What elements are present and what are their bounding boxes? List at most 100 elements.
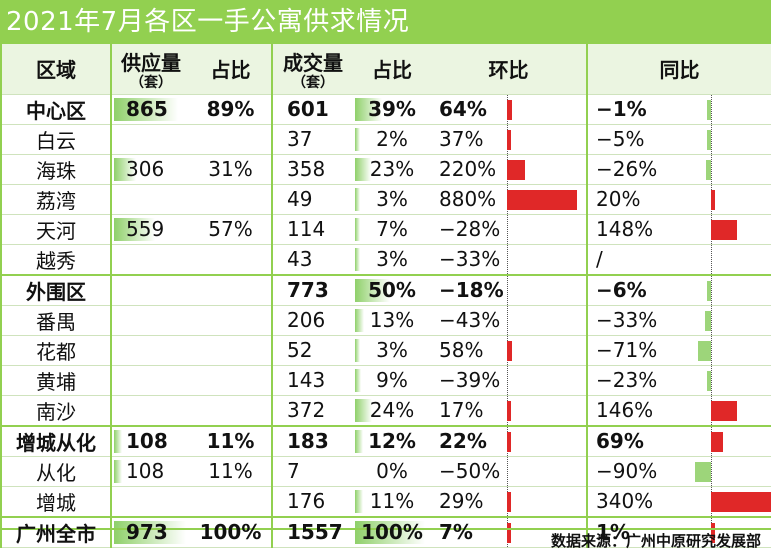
yoy-bar-cell [691,94,771,125]
header-deal: 成交量 （套） [271,44,353,95]
supply-cell-text: 306 [126,157,165,181]
yoy-cell-text: −1% [596,97,647,121]
yoy-axis [711,365,712,394]
yoy-bar-cell [691,515,771,548]
deal-share-cell: 7% [353,214,431,245]
supply-share-cell [190,244,272,275]
deal-cell: 1557 [271,515,353,548]
bottom-rule [0,528,771,530]
supply-cell [110,486,190,517]
yoy-bar-cell [691,154,771,185]
deal-share-databar [355,308,365,332]
deal-share-databar [355,368,362,392]
deal-share-cell: 0% [353,456,431,487]
yoy-axis [711,335,712,364]
yoy-bar [711,431,724,452]
yoy-bar [711,189,715,210]
mom-axis [507,456,508,485]
mom-cell: 7% [431,515,507,548]
supply-share-cell-text: 57% [208,217,253,241]
deal-share-cell: 3% [353,184,431,215]
deal-cell-text: 206 [287,308,326,332]
region-cell: 花都 [0,335,111,366]
yoy-cell-text: 148% [596,217,654,241]
deal-cell-text: 773 [287,278,329,302]
table-row: 中心区 865 89% 601 39% 64% −1% [0,94,771,125]
deal-share-databar [355,97,383,121]
region-cell-text: 黄埔 [36,369,76,394]
deal-share-databar [355,187,360,211]
mom-cell-text: −18% [439,278,504,302]
mom-cell: 22% [431,424,507,457]
mom-bar-cell [507,365,587,396]
yoy-cell: 146% [586,395,691,426]
deal-cell: 7 [271,456,353,487]
supply-share-databar [114,97,179,121]
deal-cell: 52 [271,335,353,366]
mom-axis [507,365,508,394]
supply-cell: 559 [110,214,190,245]
yoy-cell: −5% [586,124,691,155]
deal-cell-text: 143 [287,368,326,392]
mom-cell: 64% [431,94,507,125]
mom-bar-cell [507,486,587,517]
yoy-bar [711,522,715,543]
yoy-bar [711,400,737,421]
mom-bar [507,522,511,543]
mom-bar-cell [507,335,587,366]
yoy-cell: −23% [586,365,691,396]
deal-share-cell: 3% [353,244,431,275]
deal-cell-text: 358 [287,157,326,181]
supply-share-cell-text: 11% [208,459,253,483]
mom-bar [507,400,511,421]
region-cell-text: 从化 [36,460,76,485]
yoy-cell-text: 69% [596,429,644,453]
deal-cell-text: 7 [287,459,300,483]
supply-cell [110,184,190,215]
yoy-cell: 340% [586,486,691,517]
yoy-bar-cell [691,365,771,396]
mom-cell-text: 64% [439,97,487,121]
mom-bar-cell [507,515,587,548]
supply-share-cell [190,365,272,396]
mom-cell-text: 17% [439,398,484,422]
yoy-bar [711,219,738,240]
table-row: 南沙 372 24% 17% 146% [0,395,771,426]
deal-share-databar [355,247,360,271]
mom-cell: −18% [431,273,507,306]
header-row: 区域 供应量 （套） 占比 成交量 （套） 占比 环比 同比 [0,44,771,95]
mom-cell: −43% [431,305,507,336]
deal-share-databar [355,429,364,453]
yoy-bar-cell [691,124,771,155]
region-cell: 南沙 [0,395,111,426]
supply-cell [110,365,190,396]
supply-cell: 108 [110,424,190,457]
supply-share-databar [114,520,186,544]
region-cell-text: 白云 [36,128,76,153]
deal-share-cell-text: 23% [369,157,415,181]
deal-share-cell-text: 7% [376,217,408,241]
mom-cell-text: −43% [439,308,501,332]
region-cell-text: 广州全市 [16,521,96,546]
yoy-axis [711,244,712,274]
supply-share-cell [190,335,272,366]
header-deal-share: 占比 [353,44,431,95]
deal-cell-text: 183 [287,429,329,453]
region-cell-text: 外围区 [26,279,86,304]
mom-axis [507,305,508,334]
yoy-cell-text: −33% [596,308,658,332]
yoy-bar-cell [691,395,771,426]
table-row: 广州全市 973 100% 1557 100% 7% 1% [0,515,771,548]
deal-cell-text: 43 [287,247,313,271]
mom-bar [507,340,512,361]
table-row: 海珠 306 31% 358 23% 220% −26% [0,154,771,185]
mom-cell: 17% [431,395,507,426]
deal-share-cell-text: 2% [376,127,408,151]
header-deal-unit: （套） [292,75,334,92]
header-yoy: 同比 [586,44,771,95]
deal-share-databar [355,489,363,513]
table-row: 增城 176 11% 29% 340% [0,486,771,517]
mom-bar [507,431,511,452]
supply-cell [110,305,190,336]
deal-share-cell: 3% [353,335,431,366]
